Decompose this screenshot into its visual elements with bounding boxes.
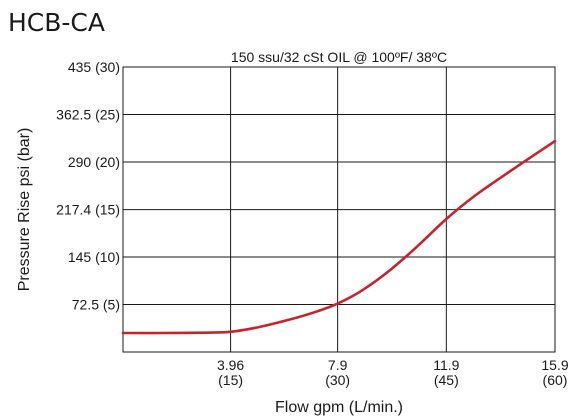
tick-labels: 72.5 (5) 145 (10) 217.4 (15) 290 (20) 362.5 … xyxy=(56,59,569,388)
y-tick-label: 72.5 (5) xyxy=(72,297,120,313)
plot-frame xyxy=(122,66,556,353)
x-tick-sublabel: (30) xyxy=(325,372,350,388)
series-line xyxy=(121,139,557,335)
y-tick-label: 217.4 (15) xyxy=(56,202,120,218)
chart-title: 150 ssu/32 cSt OIL @ 100ºF/ 38ºC xyxy=(231,49,447,65)
x-tick-label: 7.9 xyxy=(328,357,348,373)
y-tick-label: 290 (20) xyxy=(68,154,120,170)
y-tick-label: 362.5 (25) xyxy=(56,107,120,123)
x-axis-label: Flow gpm (L/min.) xyxy=(275,399,403,416)
y-axis-label: Pressure Rise psi (bar) xyxy=(16,128,33,292)
x-tick-sublabel: (60) xyxy=(543,372,568,388)
grid-lines xyxy=(123,67,555,352)
x-tick-label: 11.9 xyxy=(433,357,459,373)
model-title: HCB-CA xyxy=(8,8,105,37)
y-tick-label: 145 (10) xyxy=(68,249,120,265)
x-tick-label: 15.9 xyxy=(541,357,568,373)
series-layer xyxy=(121,139,557,335)
x-tick-sublabel: (15) xyxy=(218,372,243,388)
y-tick-label: 435 (30) xyxy=(68,59,120,75)
x-tick-sublabel: (45) xyxy=(434,372,459,388)
x-tick-label: 3.96 xyxy=(217,357,244,373)
